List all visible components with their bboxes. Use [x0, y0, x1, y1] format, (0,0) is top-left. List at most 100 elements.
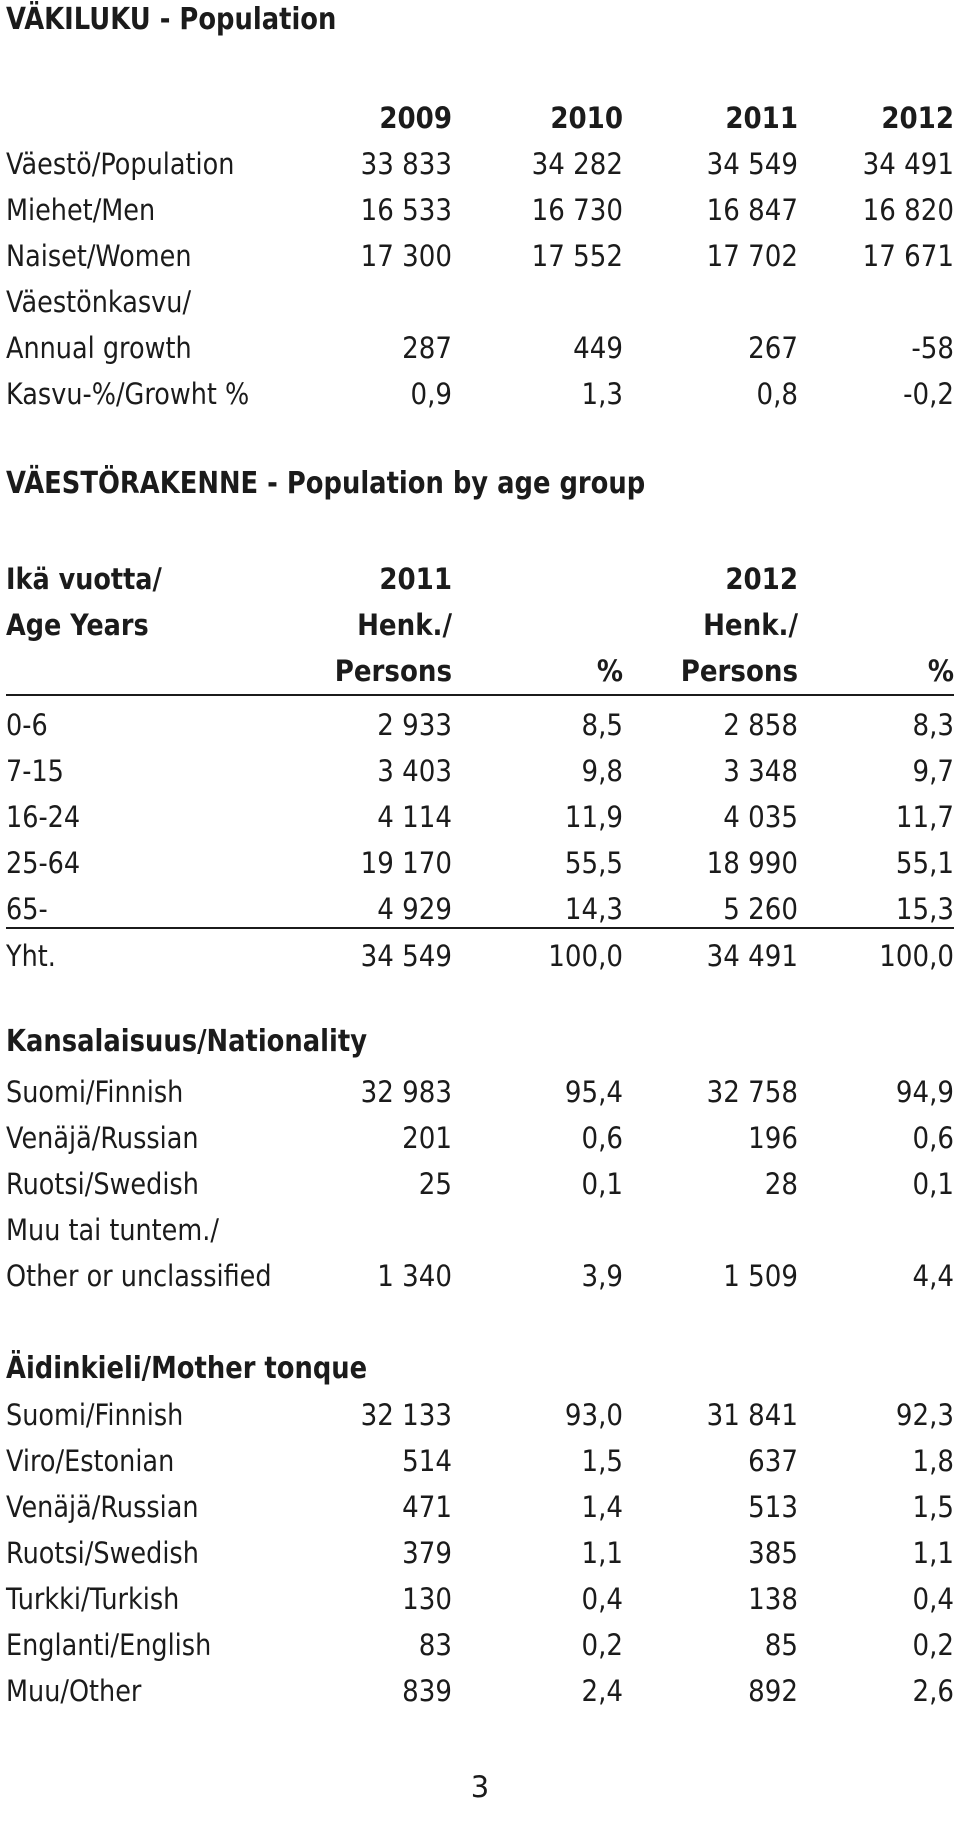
- cell-value: 16 820: [862, 193, 954, 227]
- age-header-persons-2011-en: Persons: [334, 654, 452, 688]
- age-structure-title: VÄESTÖRAKENNE - Population by age group: [6, 466, 646, 501]
- row-label: Ruotsi/Swedish: [6, 1536, 199, 1570]
- cell-value: 15,3: [895, 892, 954, 926]
- cell-value: 0,6: [581, 1121, 623, 1155]
- cell-value: 19 170: [360, 846, 452, 880]
- table-row: 7-15 3 403 9,8 3 348 9,7: [6, 748, 954, 794]
- row-label: Suomi/Finnish: [6, 1398, 184, 1432]
- population-table: 2009 2010 2011 2012 Väestö/Population 33…: [6, 95, 954, 417]
- cell-value: 0,2: [581, 1628, 623, 1662]
- nationality-table: Suomi/Finnish 32 983 95,4 32 758 94,9 Ve…: [6, 1069, 954, 1299]
- row-label: Venäjä/Russian: [6, 1490, 199, 1524]
- cell-value: 14,3: [564, 892, 623, 926]
- total-value: 100,0: [879, 939, 954, 973]
- cell-value: 34 282: [531, 147, 623, 181]
- cell-value: 8,3: [912, 708, 954, 742]
- cell-value: 94,9: [895, 1075, 954, 1109]
- row-label: Venäjä/Russian: [6, 1121, 199, 1155]
- cell-value: 3 348: [723, 754, 798, 788]
- cell-value: 28: [764, 1167, 798, 1201]
- cell-value: 55,5: [564, 846, 623, 880]
- year-2009-header: 2009: [379, 101, 452, 135]
- cell-value: 33 833: [360, 147, 452, 181]
- cell-value: 4 035: [723, 800, 798, 834]
- cell-value: 0,8: [756, 377, 798, 411]
- age-header-label-1: Ikä vuotta/: [6, 562, 162, 596]
- cell-value: 287: [402, 331, 452, 365]
- cell-value: 93,0: [564, 1398, 623, 1432]
- cell-value: 1,8: [912, 1444, 954, 1478]
- cell-value: 11,9: [564, 800, 623, 834]
- row-label: Muu/Other: [6, 1674, 142, 1708]
- cell-value: 85: [764, 1628, 798, 1662]
- table-row: Naiset/Women 17 300 17 552 17 702 17 671: [6, 233, 954, 279]
- row-label: 25-64: [6, 846, 81, 880]
- cell-value: 5 260: [723, 892, 798, 926]
- cell-value: 17 552: [531, 239, 623, 273]
- row-label: Kasvu-%/Growht %: [6, 377, 250, 411]
- row-label: Annual growth: [6, 331, 192, 365]
- nationality-title: Kansalaisuus/Nationality: [6, 1024, 368, 1059]
- row-label: Miehet/Men: [6, 193, 156, 227]
- cell-value: 1,5: [581, 1444, 623, 1478]
- table-row: Ruotsi/Swedish 379 1,1 385 1,1: [6, 1530, 954, 1576]
- table-row: 25-64 19 170 55,5 18 990 55,1: [6, 840, 954, 886]
- cell-value: 1,3: [581, 377, 623, 411]
- cell-value: 892: [748, 1674, 798, 1708]
- cell-value: 1,1: [912, 1536, 954, 1570]
- cell-value: 138: [748, 1582, 798, 1616]
- age-header-row-3: Persons % Persons %: [6, 648, 954, 694]
- total-value: 100,0: [548, 939, 623, 973]
- cell-value: 0,2: [912, 1628, 954, 1662]
- cell-value: 55,1: [895, 846, 954, 880]
- table-row: Miehet/Men 16 533 16 730 16 847 16 820: [6, 187, 954, 233]
- cell-value: 1,4: [581, 1490, 623, 1524]
- cell-value: 2,6: [912, 1674, 954, 1708]
- cell-value: 2,4: [581, 1674, 623, 1708]
- age-header-year-2011: 2011: [379, 562, 452, 596]
- cell-value: 92,3: [895, 1398, 954, 1432]
- cell-value: 1 340: [377, 1259, 452, 1293]
- table-row: 16-24 4 114 11,9 4 035 11,7: [6, 794, 954, 840]
- cell-value: 9,7: [912, 754, 954, 788]
- age-header-row-2: Age Years Henk./ Henk./: [6, 602, 954, 648]
- cell-value: 18 990: [706, 846, 798, 880]
- cell-value: 9,8: [581, 754, 623, 788]
- row-label: 16-24: [6, 800, 81, 834]
- cell-value: 4 114: [377, 800, 452, 834]
- table-row: Englanti/English 83 0,2 85 0,2: [6, 1622, 954, 1668]
- cell-value: 34 491: [862, 147, 954, 181]
- cell-value: 2 933: [377, 708, 452, 742]
- cell-value: 16 533: [360, 193, 452, 227]
- table-row: 65- 4 929 14,3 5 260 15,3: [6, 886, 954, 932]
- cell-value: 25: [418, 1167, 452, 1201]
- age-structure-body: 0-6 2 933 8,5 2 858 8,3 7-15 3 403 9,8 3…: [6, 702, 954, 932]
- cell-value: 513: [748, 1490, 798, 1524]
- table-row: Venäjä/Russian 201 0,6 196 0,6: [6, 1115, 954, 1161]
- row-label: Naiset/Women: [6, 239, 192, 273]
- cell-value: 1 509: [723, 1259, 798, 1293]
- cell-value: 0,1: [912, 1167, 954, 1201]
- cell-value: 8,5: [581, 708, 623, 742]
- age-header-persons-2012-en: Persons: [680, 654, 798, 688]
- mother-tongue-table: Suomi/Finnish 32 133 93,0 31 841 92,3 Vi…: [6, 1392, 954, 1714]
- cell-value: 130: [402, 1582, 452, 1616]
- row-label: Muu tai tuntem./: [6, 1213, 219, 1247]
- row-label: 65-: [6, 892, 48, 926]
- population-header-row: 2009 2010 2011 2012: [6, 95, 954, 141]
- cell-value: 11,7: [895, 800, 954, 834]
- cell-value: 1,5: [912, 1490, 954, 1524]
- table-row: Muu/Other 839 2,4 892 2,6: [6, 1668, 954, 1714]
- cell-value: 17 300: [360, 239, 452, 273]
- cell-value: 17 702: [706, 239, 798, 273]
- cell-value: 16 847: [706, 193, 798, 227]
- mother-tongue-title: Äidinkieli/Mother tonque: [6, 1351, 368, 1386]
- total-label: Yht.: [6, 939, 56, 973]
- cell-value: 4,4: [912, 1259, 954, 1293]
- table-row: Viro/Estonian 514 1,5 637 1,8: [6, 1438, 954, 1484]
- table-row: Väestö/Population 33 833 34 282 34 549 3…: [6, 141, 954, 187]
- cell-value: 17 671: [862, 239, 954, 273]
- table-row: Suomi/Finnish 32 983 95,4 32 758 94,9: [6, 1069, 954, 1115]
- cell-value: 514: [402, 1444, 452, 1478]
